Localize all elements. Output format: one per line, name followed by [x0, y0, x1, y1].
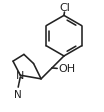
Text: N: N: [18, 88, 19, 89]
Text: N: N: [18, 88, 19, 89]
Text: N: N: [14, 89, 22, 99]
Text: N: N: [16, 71, 24, 81]
Text: OH: OH: [58, 64, 75, 74]
Text: Cl: Cl: [60, 3, 70, 12]
Text: N: N: [19, 88, 20, 89]
Text: N: N: [18, 82, 25, 91]
